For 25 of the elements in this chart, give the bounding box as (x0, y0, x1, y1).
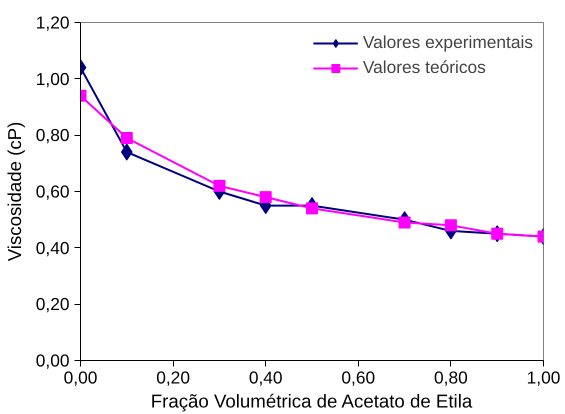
y-tick-label: 0,20 (36, 294, 70, 314)
x-tick-label: 0,80 (434, 368, 468, 388)
legend-label: Valores experimentais (362, 32, 533, 53)
point (260, 191, 272, 204)
point (491, 228, 504, 240)
y-tick-label: 0,00 (36, 350, 70, 370)
x-tick-label: 0,60 (341, 368, 376, 388)
point (120, 144, 133, 161)
legend-label: Valores teóricos (362, 57, 486, 78)
y-tick-label: 1,00 (36, 68, 70, 89)
y-axis-title: Viscosidade (cP) (4, 122, 25, 262)
x-axis-title: Fração Volumétrica de Acetato de Etila (150, 390, 473, 412)
y-tick-label: 0,40 (36, 238, 70, 258)
y-tick-label: 0,80 (36, 125, 70, 146)
point (398, 216, 411, 228)
x-tick-label: 0,00 (64, 368, 98, 388)
x-tick-label: 0,40 (248, 368, 283, 388)
point (213, 180, 226, 192)
y-tick-label: 1,20 (36, 12, 70, 32)
point (306, 202, 318, 214)
y-tick-label: 0,60 (36, 182, 70, 202)
x-tick-label: 0,20 (156, 368, 190, 388)
point (444, 219, 457, 232)
point (120, 132, 133, 144)
x-tick-label: 1,00 (526, 368, 560, 388)
